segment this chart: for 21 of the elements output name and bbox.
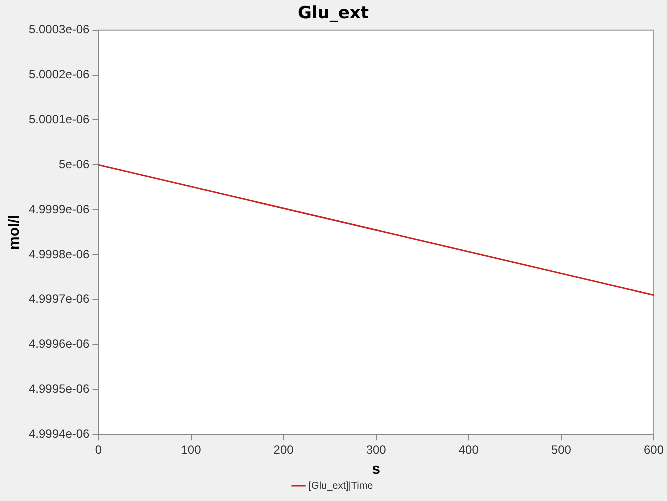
x-axis-title: s bbox=[372, 461, 381, 478]
x-tick-label: 0 bbox=[95, 443, 102, 458]
y-tick-label: 4.9997e-06 bbox=[28, 292, 90, 306]
y-tick-label: 4.9999e-06 bbox=[28, 202, 90, 216]
y-tick-label: 5.0002e-06 bbox=[28, 68, 90, 82]
y-axis-title: mol/l bbox=[6, 214, 24, 250]
y-tick-label: 4.9994e-06 bbox=[28, 426, 90, 441]
y-tick-label: 5.0003e-06 bbox=[28, 22, 90, 37]
y-tick-label: 5.0001e-06 bbox=[28, 112, 90, 127]
x-tick-label: 100 bbox=[181, 443, 202, 458]
y-tick-label: 4.9995e-06 bbox=[28, 382, 90, 396]
chart-title: Glu_ext bbox=[298, 4, 370, 24]
y-tick-label: 4.9998e-06 bbox=[28, 247, 90, 262]
legend-label: [Glu_ext]|Time bbox=[308, 480, 374, 492]
x-tick-label: 500 bbox=[551, 443, 572, 458]
y-tick-label: 4.9996e-06 bbox=[28, 337, 90, 352]
x-tick-label: 300 bbox=[366, 443, 387, 458]
x-tick-label: 400 bbox=[458, 443, 480, 458]
y-tick-label: 5e-06 bbox=[59, 157, 90, 172]
x-tick-label: 200 bbox=[274, 443, 294, 458]
x-tick-label: 600 bbox=[644, 443, 664, 458]
